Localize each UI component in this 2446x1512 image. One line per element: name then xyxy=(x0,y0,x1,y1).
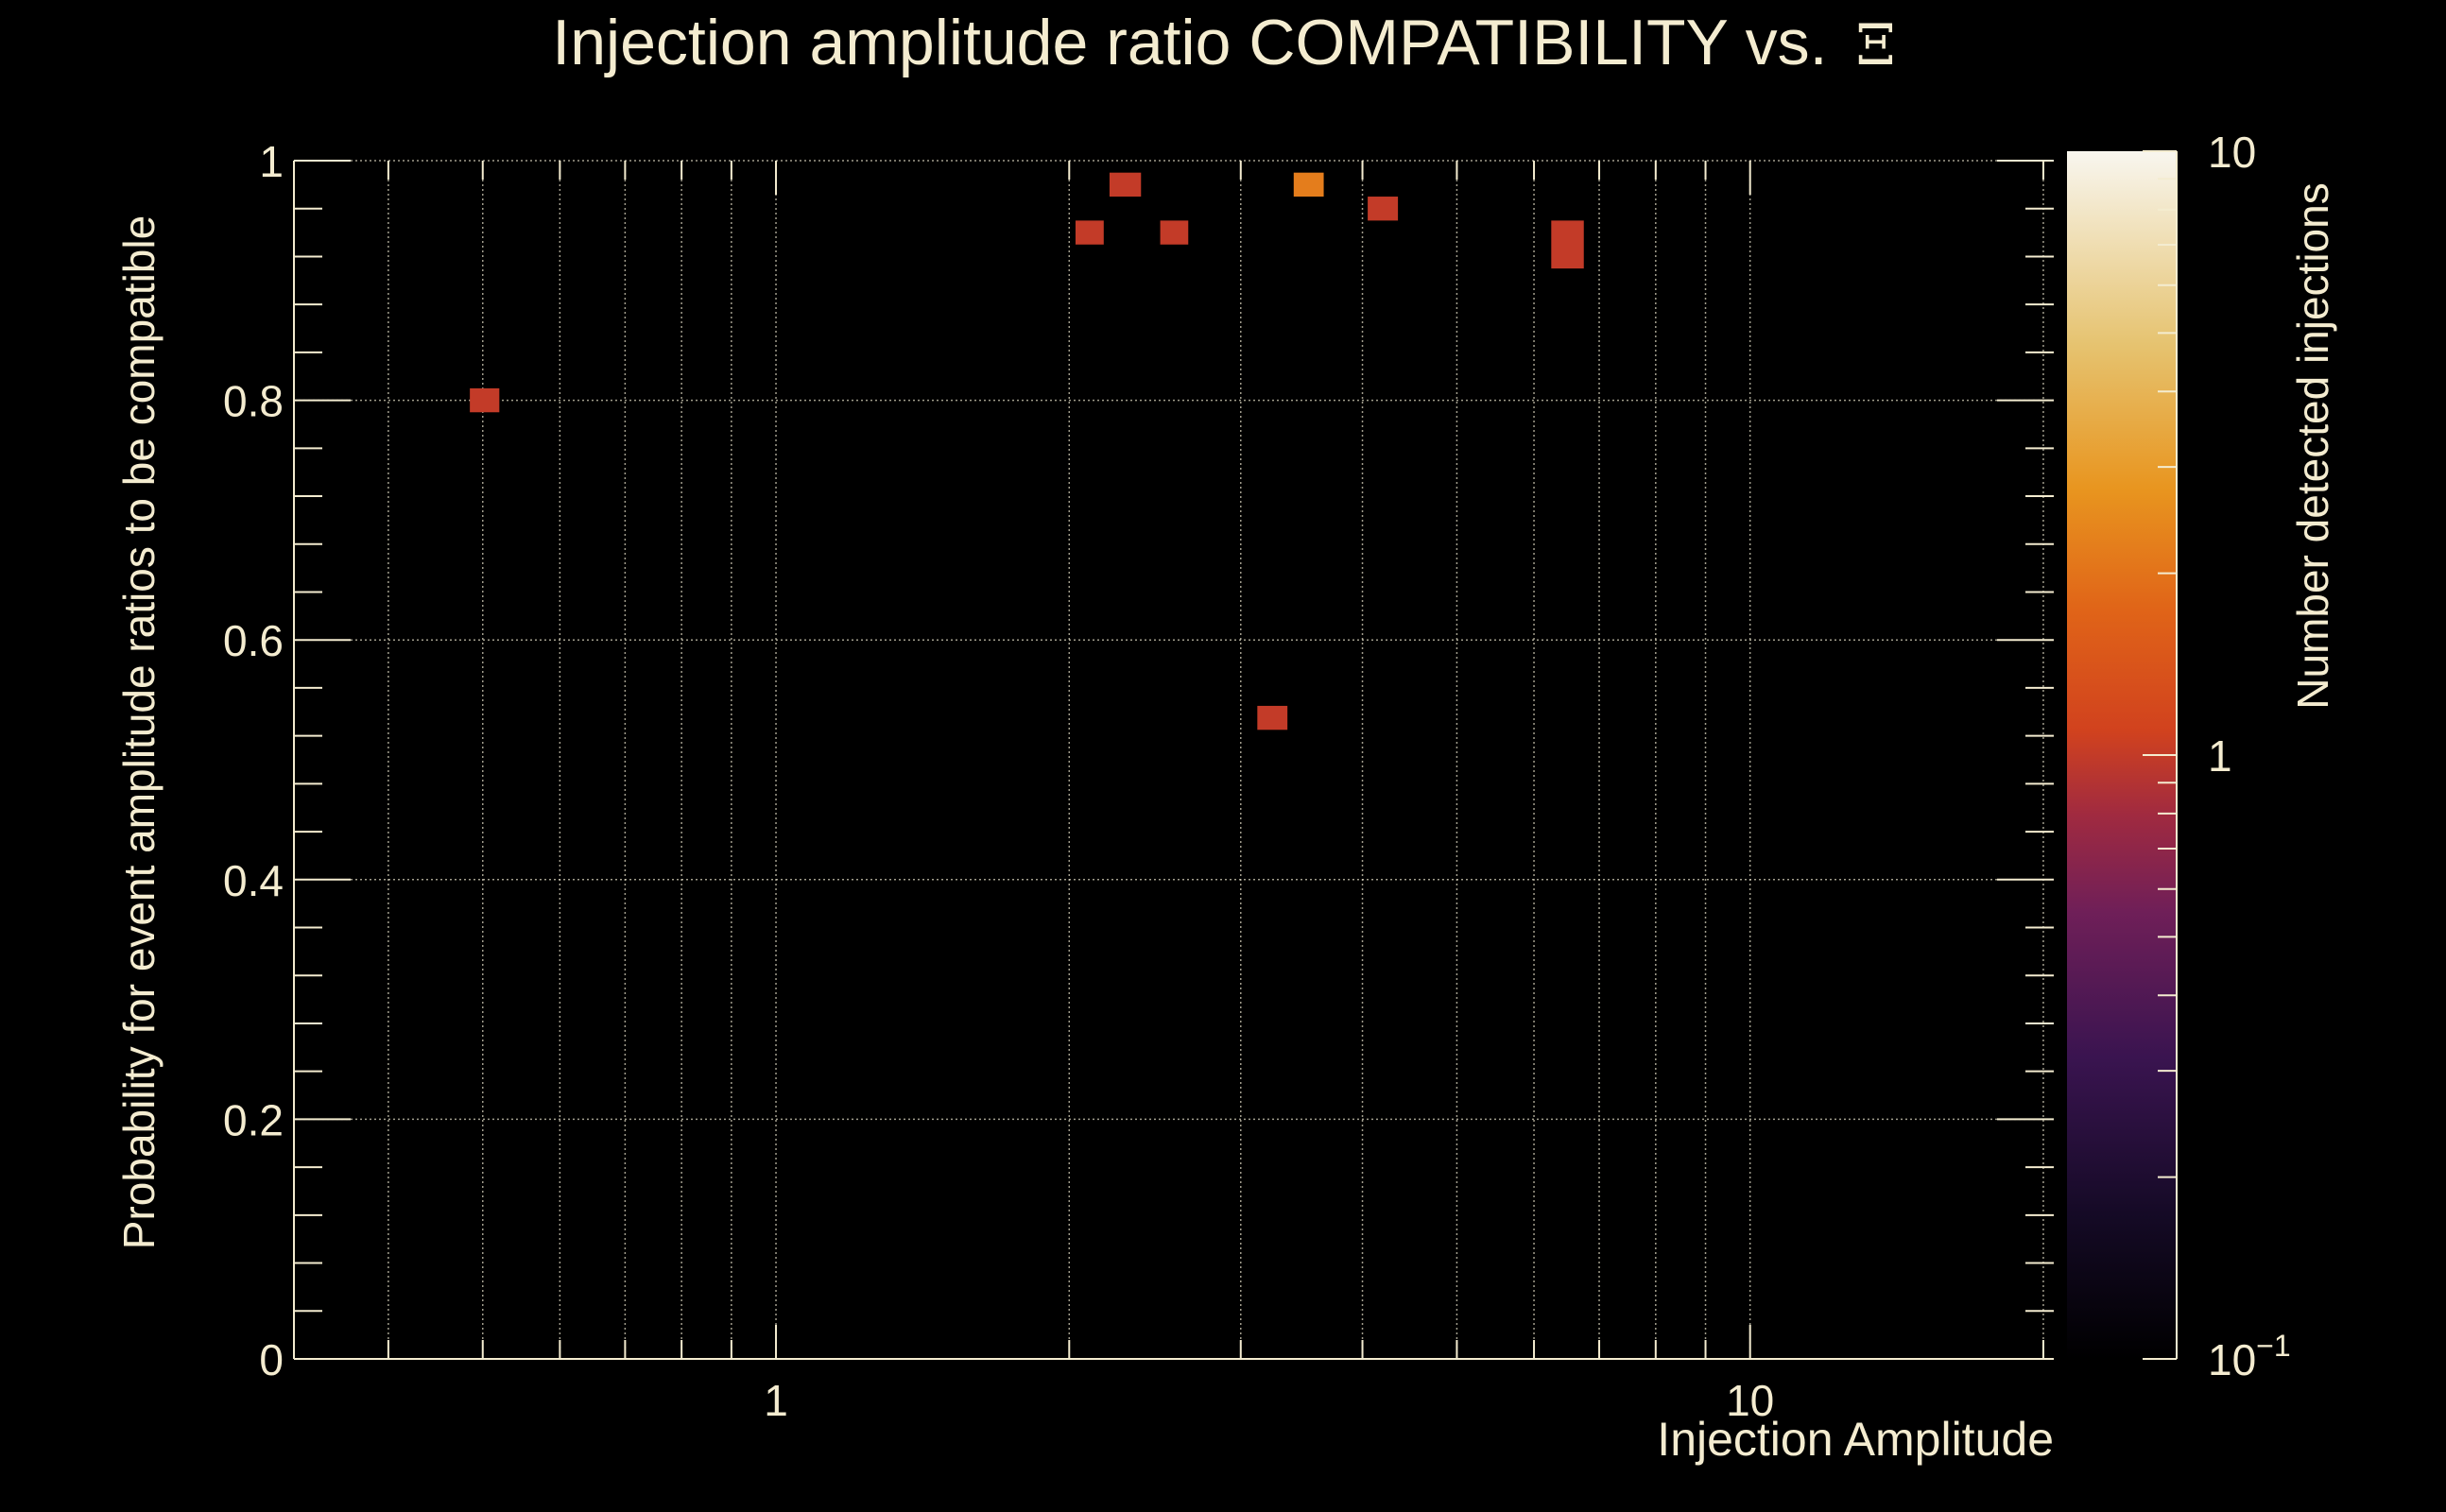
heatmap-cell xyxy=(470,387,500,413)
z-tick-label: 10 xyxy=(2208,128,2256,177)
heatmap-cell xyxy=(1160,220,1189,245)
heatmap-cell xyxy=(1551,220,1584,269)
y-tick-label: 1 xyxy=(259,137,284,186)
z-tick-label: 10−1 xyxy=(2208,1329,2291,1384)
y-tick-label: 0 xyxy=(259,1335,284,1384)
x-tick-label: 1 xyxy=(764,1376,788,1425)
heatmap-cell xyxy=(1293,172,1324,198)
plot-frame xyxy=(293,161,2054,1360)
y-tick-label: 0.8 xyxy=(223,377,284,426)
chart-title: Injection amplitude ratio COMPATIBILITY … xyxy=(552,7,1895,78)
heatmap-cell xyxy=(1109,172,1142,198)
heatmap-cell xyxy=(1075,220,1104,245)
color-scale-axis: 10−1 1 10 xyxy=(2143,128,2291,1384)
color-scale-label: Number detected injections xyxy=(2288,182,2337,709)
y-tick-label: 0.2 xyxy=(223,1095,284,1144)
heatmap-cell xyxy=(1368,197,1399,221)
y-axis-label: Probability for event amplitude ratios t… xyxy=(114,215,164,1249)
x-axis-label: Injection Amplitude xyxy=(1657,1413,2054,1466)
y-tick-label: 0.4 xyxy=(223,856,284,905)
y-axis: 0 0.2 0.4 0.6 0.8 1 xyxy=(223,137,2054,1384)
title-symbol: Ξ xyxy=(1855,12,1895,78)
x-axis: 1 10 xyxy=(387,161,2044,1425)
z-tick-label: 1 xyxy=(2208,731,2232,781)
heatmap-cell xyxy=(1257,705,1288,730)
grid-lines xyxy=(294,160,2054,1359)
x-tick-label: 10 xyxy=(1726,1376,1774,1425)
heatmap-cells xyxy=(470,172,1584,730)
y-tick-label: 0.6 xyxy=(223,616,284,665)
